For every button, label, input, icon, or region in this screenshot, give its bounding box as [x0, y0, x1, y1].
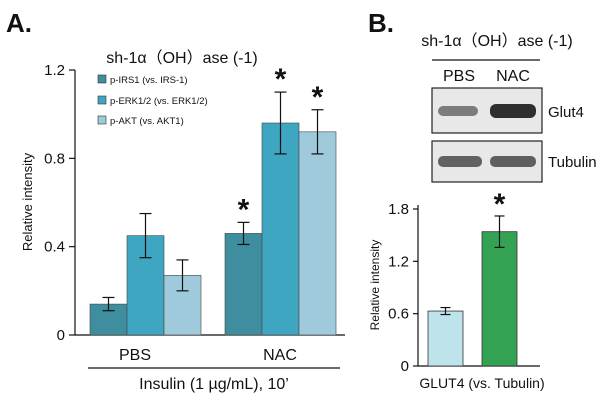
- legend-swatch-p-erk: [97, 95, 107, 105]
- panel-b-y-tick-label: 1.8: [388, 201, 409, 218]
- panel-a-y-label: Relative intensity: [20, 152, 35, 251]
- panel-b-y-ticks: 0 0.6 1.2 1.8: [388, 201, 418, 375]
- panel-a-significance: * * *: [238, 63, 324, 226]
- legend-swatch-p-irs1: [97, 74, 107, 84]
- significance-star: *: [275, 63, 287, 96]
- legend-label-p-akt: p-AKT (vs. AKT1): [110, 116, 184, 127]
- bar-nac-series-2: [261, 122, 300, 336]
- panel-a-y-tick-label: 0: [57, 327, 65, 344]
- blot-band-glut4-nac: [490, 104, 536, 118]
- panel-a-error-bars: [102, 91, 324, 312]
- panel-a-bars: [89, 122, 337, 336]
- panel-b-title: sh-1α（OH）ase (-1): [421, 32, 573, 50]
- bar-nac-series-1: [224, 233, 263, 336]
- blot-lane-label-nac: NAC: [496, 68, 530, 85]
- blot-band-tubulin-nac: [490, 156, 536, 167]
- panel-b-y-tick-label: 0.6: [388, 306, 409, 323]
- legend-label-p-irs1: p-IRS1 (vs. IRS-1): [110, 75, 188, 86]
- panel-a-y-tick-label: 1.2: [44, 62, 65, 79]
- panel-b-significance: *: [494, 188, 506, 221]
- panel-a-title: sh-1α（OH）ase (-1): [106, 49, 258, 67]
- bar-glut4-nac: [481, 231, 518, 367]
- panel-a: A. sh-1α（OH）ase (-1) 0 0.4 0.8 1.2 Relat…: [6, 8, 345, 393]
- blot-band-glut4-pbs: [438, 106, 478, 116]
- panel-b-y-tick-label: 1.2: [388, 253, 409, 270]
- panel-a-label: A.: [6, 8, 32, 38]
- significance-star: *: [238, 193, 250, 226]
- bar-glut4-pbs: [427, 310, 464, 367]
- panel-a-x-label: Insulin (1 µg/mL), 10’: [139, 376, 289, 393]
- panel-a-legend: p-IRS1 (vs. IRS-1) p-ERK1/2 (vs. ERK1/2)…: [97, 74, 208, 127]
- significance-star: *: [312, 81, 324, 114]
- panel-a-y-tick-label: 0.4: [44, 239, 65, 256]
- panel-b-y-label: Relative intensity: [368, 240, 382, 331]
- panel-a-y-tick-label: 0.8: [44, 150, 65, 167]
- panel-b-bars: [427, 231, 518, 367]
- panel-a-category-pbs: PBS: [119, 347, 151, 364]
- panel-a-category-nac: NAC: [263, 347, 297, 364]
- panel-a-y-ticks: 0 0.4 0.8 1.2: [44, 62, 75, 344]
- legend-label-p-erk: p-ERK1/2 (vs. ERK1/2): [110, 96, 208, 107]
- blot-lane-label-pbs: PBS: [443, 68, 475, 85]
- panel-b-error-bars: [440, 215, 505, 316]
- legend-swatch-p-akt: [97, 115, 107, 125]
- blot-row-label-tubulin: Tubulin: [548, 154, 597, 171]
- blot-band-tubulin-pbs: [438, 156, 482, 167]
- significance-star: *: [494, 188, 506, 221]
- panel-b: B. sh-1α（OH）ase (-1) PBS NAC Glut4 Tubul…: [368, 8, 597, 391]
- panel-b-x-label: GLUT4 (vs. Tubulin): [419, 375, 544, 391]
- panel-b-y-tick-label: 0: [401, 358, 409, 375]
- bar-nac-series-3: [298, 131, 337, 336]
- blot-row-label-glut4: Glut4: [548, 104, 584, 121]
- panel-b-label: B.: [368, 8, 394, 38]
